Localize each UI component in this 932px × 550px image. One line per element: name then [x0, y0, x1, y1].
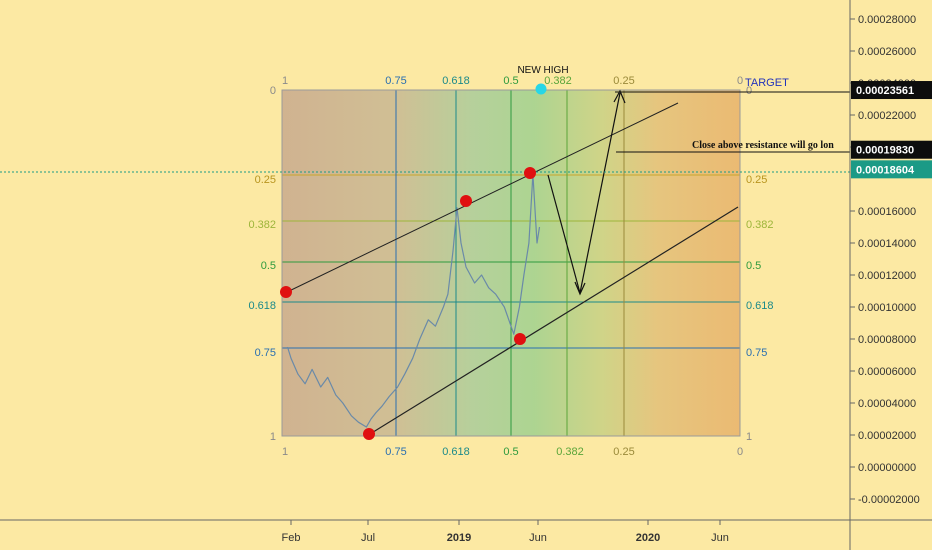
arrow-down-head — [574, 281, 586, 296]
fib-time-label-top: 0 — [737, 75, 743, 87]
fib-time-label-bottom: 0.5 — [503, 446, 518, 458]
fib-price-label-right: 0.382 — [746, 219, 774, 231]
y-tick-label: 0.00008000 — [858, 334, 916, 346]
y-tick-label: 0.00022000 — [858, 110, 916, 122]
fib-price-label-left: 0.5 — [261, 260, 276, 272]
fib-price-label-left: 1 — [270, 431, 276, 443]
fib-time-label-bottom: 0.75 — [385, 446, 406, 458]
x-tick-label: Jun — [711, 532, 729, 544]
fib-price-label-left: 0 — [270, 85, 276, 97]
lower-channel-line — [369, 206, 739, 435]
fib-price-label-right: 0.75 — [746, 347, 767, 359]
x-tick-label: 2020 — [636, 532, 660, 544]
y-tick-label: 0.00016000 — [858, 206, 916, 218]
upper-channel-line — [284, 102, 679, 294]
target-label: TARGET — [745, 77, 789, 89]
price-tag-label: 0.00019830 — [856, 145, 914, 157]
pivot-dot — [460, 195, 472, 207]
price-tag-box — [851, 81, 932, 100]
fib-time-label-top: 0.5 — [503, 75, 518, 87]
y-tick-label: -0.00002000 — [858, 494, 920, 506]
fib-time-label-top: 0.382 — [544, 75, 572, 87]
price-tag-box — [851, 160, 932, 179]
pivot-dot — [280, 286, 292, 298]
y-tick-label: 0.00028000 — [858, 14, 916, 26]
y-tick-label: 0.00006000 — [858, 366, 916, 378]
y-tick-label: 0.00010000 — [858, 302, 916, 314]
price-tag-label: 0.00023561 — [856, 85, 914, 97]
pivot-dot — [514, 333, 526, 345]
fib-price-label-right: 1 — [746, 431, 752, 443]
fib-time-label-bottom: 0 — [737, 446, 743, 458]
fib-box-border — [281, 89, 741, 437]
new-high-label: NEW HIGH — [517, 65, 568, 76]
fib-time-label-top: 0.25 — [613, 75, 634, 87]
x-tick-label: Jun — [529, 532, 547, 544]
fib-price-label-left: 0.25 — [255, 174, 276, 186]
fib-price-label-left: 0.382 — [248, 219, 276, 231]
y-tick-label: 0.00004000 — [858, 398, 916, 410]
x-tick-label: Feb — [282, 532, 301, 544]
resistance-note: Close above resistance will go lon — [692, 140, 834, 151]
fib-time-label-top: 1 — [282, 75, 288, 87]
fib-price-label-right: 0.25 — [746, 174, 767, 186]
fib-price-label-right: 0.618 — [746, 300, 774, 312]
fib-time-label-bottom: 0.25 — [613, 446, 634, 458]
price-tag-box — [851, 140, 932, 159]
arrow-up-head — [613, 89, 626, 104]
y-tick-label: 0.00026000 — [858, 46, 916, 58]
fib-price-label-right: 0.5 — [746, 260, 761, 272]
new-high-dot — [535, 83, 547, 95]
price-series-line — [286, 173, 541, 428]
fib-time-label-bottom: 0.382 — [556, 446, 584, 458]
fib-time-label-top: 0.618 — [442, 75, 470, 87]
y-tick-label: 0.00000000 — [858, 462, 916, 474]
price-tag-label: 0.00018604 — [856, 164, 915, 176]
pivot-dot — [363, 428, 375, 440]
y-tick-label: 0.00012000 — [858, 270, 916, 282]
y-tick-label: 0.00014000 — [858, 238, 916, 250]
fib-time-label-bottom: 0.618 — [442, 446, 470, 458]
fib-time-label-bottom: 1 — [282, 446, 288, 458]
y-tick-label: 0.00002000 — [858, 430, 916, 442]
pivot-dot — [524, 167, 536, 179]
fib-price-label-right: 0 — [746, 85, 752, 97]
fib-price-label-left: 0.75 — [255, 347, 276, 359]
x-tick-label: 2019 — [447, 532, 471, 544]
fib-price-label-left: 0.618 — [248, 300, 276, 312]
x-tick-label: Jul — [361, 532, 375, 544]
fib-time-label-top: 0.75 — [385, 75, 406, 87]
